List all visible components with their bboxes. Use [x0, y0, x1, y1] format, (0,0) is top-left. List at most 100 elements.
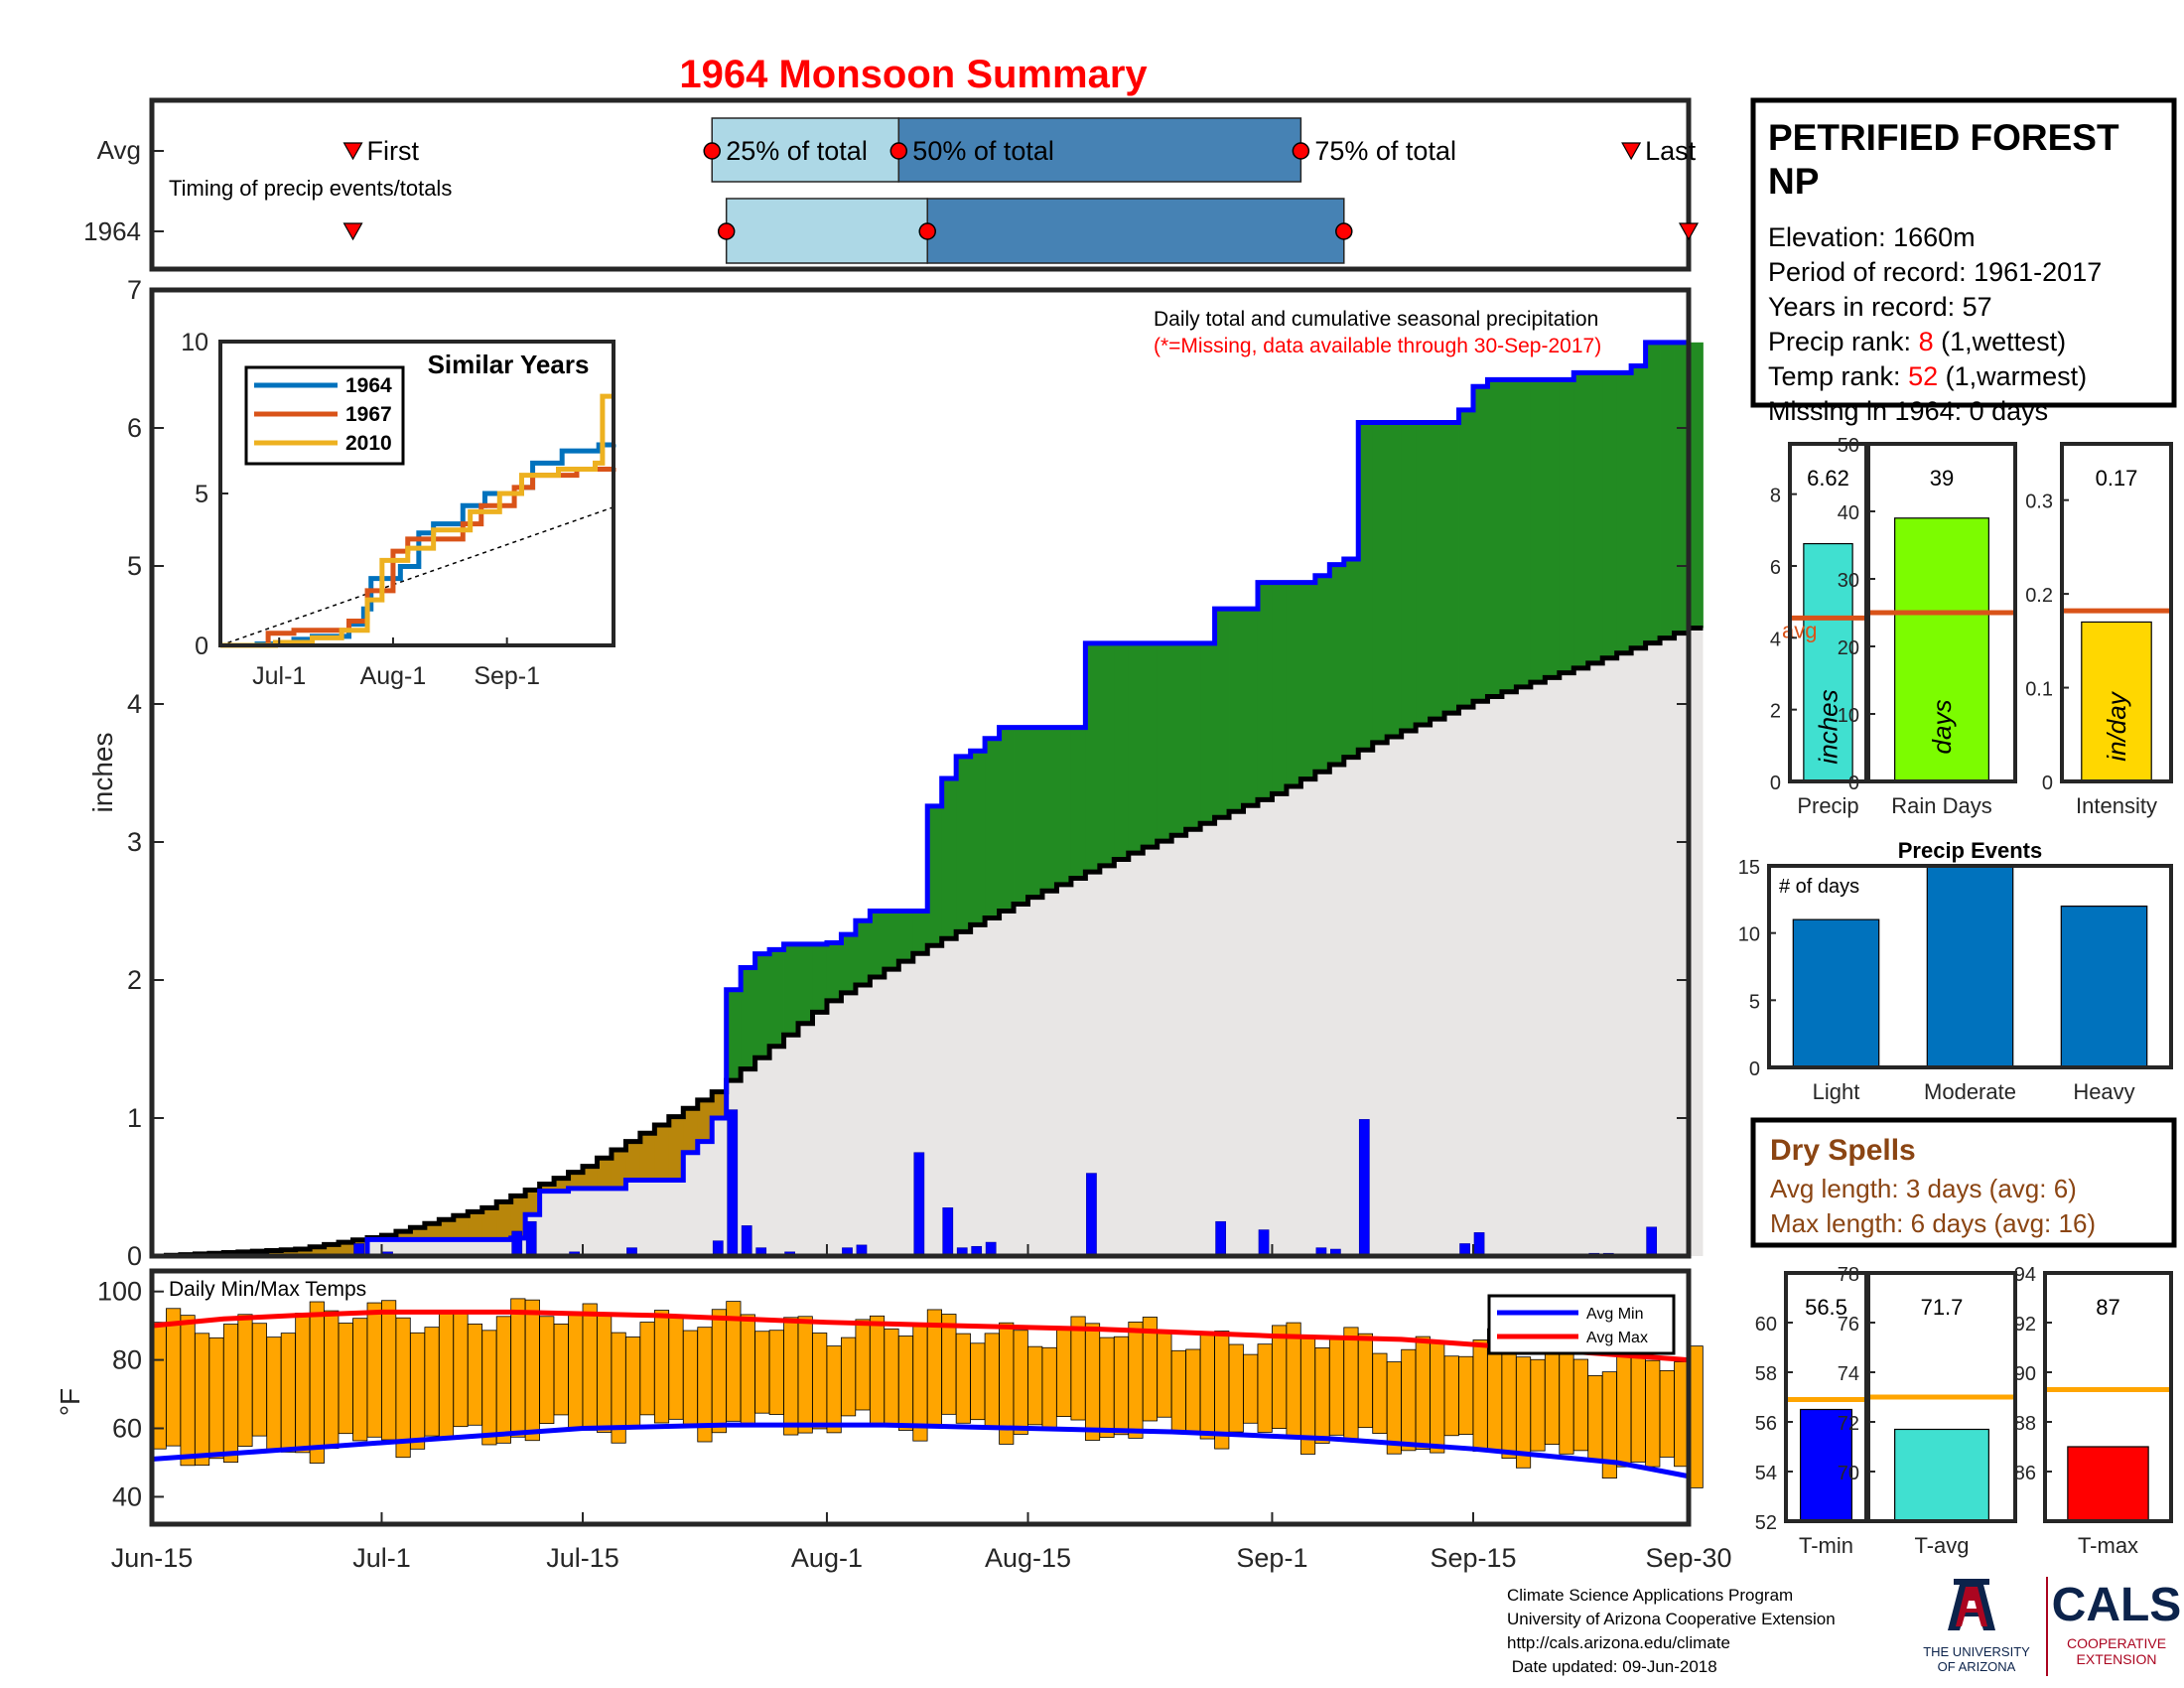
station-name-line-1: PETRIFIED FOREST — [1768, 117, 2119, 158]
summary-value-label: 71.7 — [1921, 1295, 1964, 1320]
above-average-fill — [927, 805, 943, 946]
inset-title: Similar Years — [428, 350, 590, 379]
main-plot-frame — [149, 287, 1692, 1259]
summary-category-label: Rain Days — [1891, 793, 1991, 818]
temp-ytick-label: 40 — [112, 1481, 142, 1511]
summary-ytick-label: 0.2 — [2025, 585, 2053, 607]
daily-precip-bar — [1473, 1232, 1485, 1257]
above-average-fill — [1616, 372, 1632, 653]
daily-temp-bar — [1544, 1346, 1561, 1446]
timing-label-last: Last — [1645, 136, 1697, 166]
avg-cumulative-fill — [152, 628, 1704, 1256]
above-average-fill — [1545, 379, 1561, 678]
daily-temp-bar — [381, 1300, 397, 1441]
cals-logo: CALS COOPERATIVE EXTENSION — [2052, 1579, 2182, 1667]
daily-temp-bar — [1659, 1369, 1675, 1458]
station-detail-label: Years in record: — [1768, 292, 1963, 322]
main-annotation: Daily total and cumulative seasonal prec… — [1154, 308, 1598, 331]
daily-temp-bar — [1343, 1327, 1359, 1440]
daily-precip-bar — [913, 1152, 925, 1257]
below-average-fill — [683, 1108, 699, 1153]
summary-category-label: Intensity — [2076, 793, 2157, 818]
above-average-fill — [741, 967, 756, 1069]
timing-last-marker — [1621, 142, 1642, 161]
station-detail-value: 52 — [1908, 361, 1938, 391]
summary-category-label: T-avg — [1914, 1533, 1969, 1558]
above-average-fill — [1458, 409, 1474, 708]
summary-ytick-label: 60 — [1755, 1314, 1777, 1336]
above-average-fill — [898, 911, 914, 962]
daily-temp-bar — [1630, 1347, 1646, 1463]
daily-temp-bar — [970, 1342, 986, 1421]
above-average-fill — [1286, 582, 1301, 787]
main-ytick-label: 2 — [127, 965, 142, 995]
daily-temp-bar — [1458, 1355, 1474, 1435]
above-average-fill — [1416, 422, 1431, 726]
daily-temp-bar — [1214, 1331, 1230, 1450]
below-average-fill — [539, 1184, 555, 1192]
daily-temp-bar — [1401, 1348, 1417, 1452]
temp-legend-box — [1487, 1294, 1676, 1355]
above-average-fill — [941, 778, 957, 939]
summary-ytick-label: 8 — [1770, 486, 1781, 507]
daily-temp-bar — [869, 1315, 886, 1427]
inset-ytick-label: 5 — [195, 481, 208, 508]
below-average-fill — [583, 1166, 598, 1189]
timing-last-marker — [1678, 222, 1700, 241]
daily-temp-bar — [366, 1302, 382, 1438]
above-average-fill — [783, 943, 799, 1036]
daily-temp-bar — [222, 1324, 239, 1464]
cals-logo-line-2: EXTENSION — [2077, 1651, 2157, 1667]
below-average-fill — [281, 1249, 297, 1256]
daily-temp-bar — [955, 1333, 971, 1424]
daily-temp-bar — [1084, 1323, 1101, 1441]
similar-years-inset: 0 5 10 Jul-1 Aug-1 Sep-1 1964 1967 2010 Similar … — [181, 329, 616, 690]
station-detail-value: 1660m — [1893, 222, 1976, 252]
below-average-fill — [654, 1124, 670, 1181]
timing-panel: Avg 1964 Timing of precip events/totals … — [83, 97, 1700, 272]
dry-spells-avg-length: Avg length: 3 days (avg: 6) — [1770, 1174, 2077, 1203]
timing-marks: First 25% of total 50% of total 75% of tota… — [152, 117, 1700, 264]
station-details: Elevation: 1660m Period of record: 1961-2… — [1768, 222, 2102, 426]
summary-ytick-label: 88 — [2014, 1413, 2036, 1435]
summary-ytick-label: 30 — [1838, 570, 1859, 592]
below-average-fill — [525, 1190, 541, 1215]
above-average-fill — [1487, 379, 1503, 697]
daily-temp-bar — [481, 1330, 497, 1446]
daily-temp-bar — [1501, 1338, 1517, 1460]
summary-ytick-label: 5 — [1749, 991, 1760, 1013]
main-ytick-label: 6 — [127, 413, 142, 443]
below-average-fill — [568, 1172, 584, 1189]
above-average-fill — [1099, 642, 1115, 866]
timing-box-outer — [897, 117, 1302, 183]
ua-logo-line-1: THE UNIVERSITY — [1923, 1644, 2030, 1659]
main-ylabel: inches — [87, 733, 118, 813]
summary-bar-t-min — [1799, 1408, 1853, 1522]
above-average-fill — [1674, 342, 1690, 633]
above-average-fill — [1128, 642, 1144, 854]
x-axis-tick-label: Aug-15 — [985, 1543, 1071, 1573]
below-average-fill — [625, 1141, 641, 1181]
temp-legend-label: Avg Min — [1586, 1306, 1644, 1323]
inset-xtick-label: Sep-1 — [474, 662, 540, 690]
station-detail-label: Missing in 1964: — [1768, 396, 1970, 426]
above-average-fill — [912, 911, 928, 954]
daily-temp-bar — [295, 1313, 311, 1454]
daily-precip-bar — [1086, 1173, 1097, 1257]
station-detail-label: Precip rank: — [1768, 327, 1919, 356]
below-average-fill — [424, 1223, 440, 1240]
temp-ylabel: °F — [55, 1388, 85, 1416]
summary-value-label: 56.5 — [1805, 1295, 1847, 1320]
above-average-fill — [1171, 642, 1187, 836]
daily-temp-bar — [768, 1330, 784, 1415]
above-average-fill — [826, 942, 842, 1001]
summary-ytick-label: 2 — [1770, 701, 1781, 723]
above-average-fill — [1372, 422, 1388, 743]
station-detail-line: Period of record: 1961-2017 — [1768, 257, 2102, 287]
daily-temp-bar — [495, 1316, 511, 1444]
temp-ytick-label: 80 — [112, 1345, 142, 1375]
above-average-fill — [726, 989, 742, 1081]
above-average-fill — [1631, 365, 1646, 648]
daily-temp-bar — [280, 1333, 296, 1453]
